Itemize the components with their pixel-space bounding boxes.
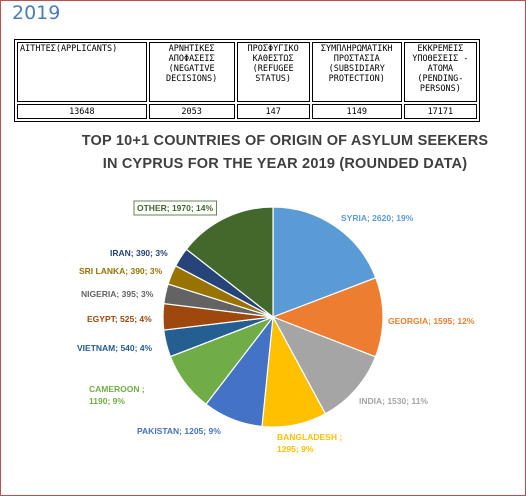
- pie-slice-india: [271, 315, 377, 415]
- statistics-table: ΑΙΤΗΤΕΣ(APPLICANTS) ΑΡΝΗΤΙΚΕΣ ΑΠΟΦΑΣΕΙΣ …: [14, 39, 480, 122]
- data-label-bangladesh: BANGLADESH ; 1295; 9%: [277, 432, 342, 454]
- data-label-syria: SYRIA; 2620; 19%: [341, 213, 414, 223]
- data-label-cameroon: CAMEROON ; 1190; 9%: [89, 384, 145, 406]
- header-subsidiary-protection: ΣΥΜΠΛΗΡΩΜΑΤΙΚΗ ΠΡΟΣΤΑΣΙΑ (SUBSIDIARY PRO…: [311, 42, 402, 102]
- data-label-vietnam: VIETNAM; 540; 4%: [77, 343, 153, 353]
- value-negative-decisions: 2053: [148, 104, 235, 119]
- data-label-georgia: GEORGIA; 1595; 12%: [388, 316, 475, 326]
- header-applicants: ΑΙΤΗΤΕΣ(APPLICANTS): [17, 42, 147, 102]
- pie-slice-syria: [272, 206, 377, 318]
- value-subsidiary-protection: 1149: [311, 104, 402, 119]
- pie-chart-container: TOP 10+1 COUNTRIES OF ORIGIN OF ASYLUM S…: [55, 121, 515, 493]
- pie-slice-other: [185, 206, 274, 319]
- data-label-egypt: EGYPT; 525; 4%: [87, 314, 152, 324]
- pie-slice-georgia: [271, 277, 384, 358]
- header-refugee-status: ΠΡΟΣΦΥΓΙΚΟ ΚΑΘΕΣΤΩΣ (REFUGEE STATUS): [236, 42, 310, 102]
- data-label-pakistan: PAKISTAN; 1205; 9%: [137, 426, 221, 436]
- table-values-row: 13648 2053 147 1149 17171: [17, 104, 477, 119]
- value-applicants: 13648: [17, 104, 147, 119]
- data-label-india: INDIA; 1530; 11%: [359, 396, 428, 406]
- chart-title-line-2: IN CYPRUS FOR THE YEAR 2019 (ROUNDED DAT…: [102, 156, 468, 172]
- data-label-box-other: [133, 200, 217, 216]
- value-pending-persons: 17171: [403, 104, 477, 119]
- year-heading: 2019: [12, 2, 61, 24]
- header-pending-persons: ΕΚΚΡΕΜΕΙΣ ΥΠΟΘΕΣΕΙΣ - ΑΤΟΜΑ (PENDING-PER…: [403, 42, 477, 102]
- data-label-other: OTHER; 1970; 14%: [137, 203, 213, 213]
- data-label-iran: IRAN; 390; 3%: [110, 248, 168, 258]
- pie-chart: SYRIA; 2620; 19% GEORGIA; 1595; 12% INDIA;…: [77, 200, 475, 454]
- table-header-row: ΑΙΤΗΤΕΣ(APPLICANTS) ΑΡΝΗΤΙΚΕΣ ΑΠΟΦΑΣΕΙΣ …: [17, 42, 477, 102]
- chart-title-line-1: TOP 10+1 COUNTRIES OF ORIGIN OF ASYLUM S…: [81, 133, 489, 149]
- data-label-sri-lanka: SRI LANKA; 390; 3%: [79, 266, 163, 276]
- data-label-nigeria: NIGERIA; 395; 3%: [81, 289, 154, 299]
- header-negative-decisions: ΑΡΝΗΤΙΚΕΣ ΑΠΟΦΑΣΕΙΣ (NEGATIVE DECISIONS): [148, 42, 235, 102]
- value-refugee-status: 147: [236, 104, 310, 119]
